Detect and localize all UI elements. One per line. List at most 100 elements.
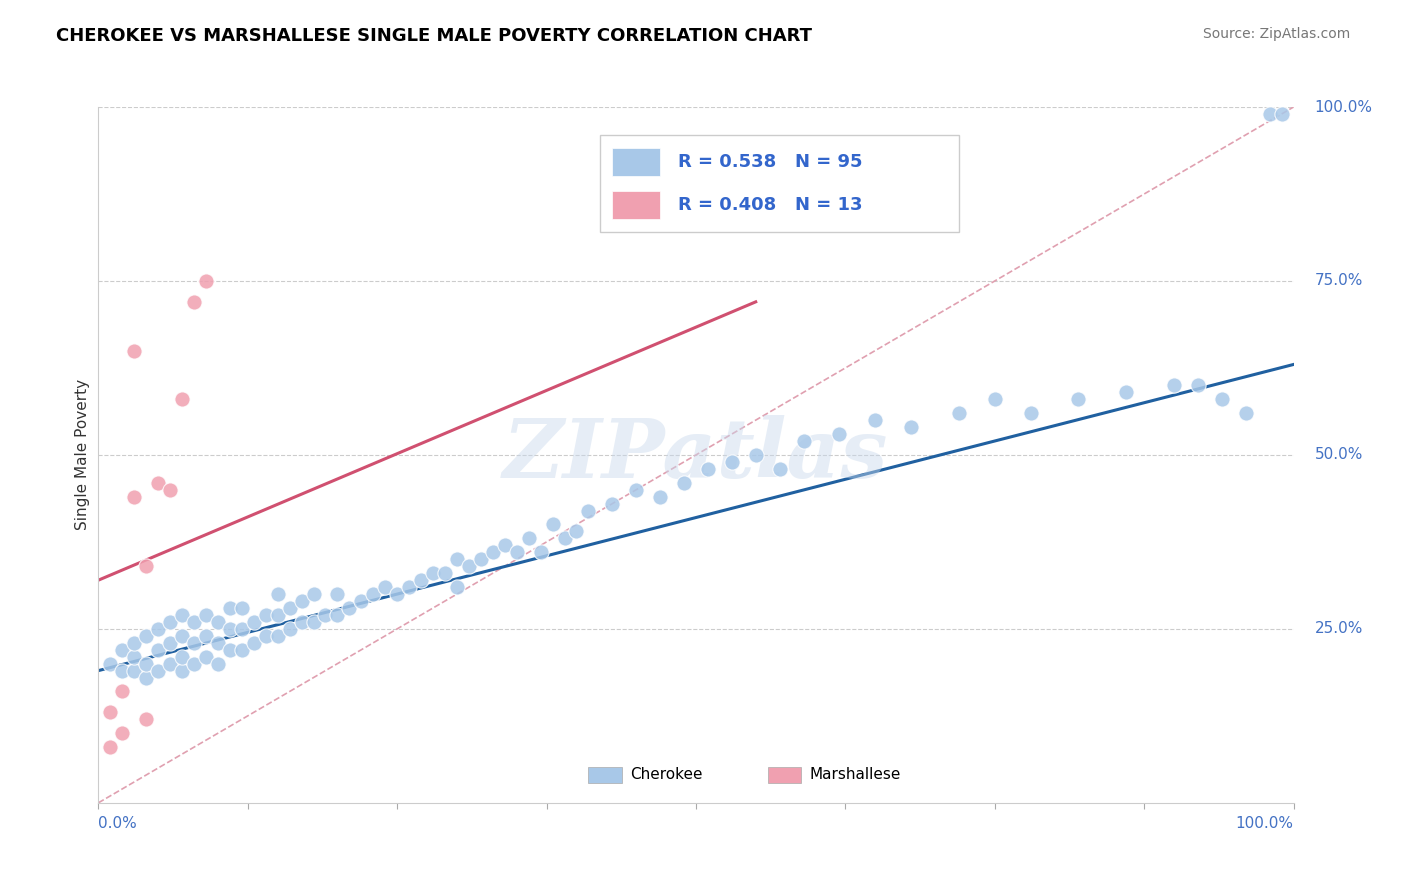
Point [219,622,242,636]
Text: CHEROKEE VS MARSHALLESE SINGLE MALE POVERTY CORRELATION CHART: CHEROKEE VS MARSHALLESE SINGLE MALE POVE… [56,27,813,45]
Point [900,420,922,434]
Point [302,587,325,601]
Text: 100.0%: 100.0% [1236,816,1294,831]
Point [745,448,768,462]
Point [207,657,229,671]
Point [948,406,970,420]
Point [541,517,564,532]
Point [194,607,217,622]
FancyBboxPatch shape [600,135,959,232]
Point [207,615,229,629]
Point [1067,392,1090,407]
Point [337,601,360,615]
Point [111,642,134,657]
Point [243,615,266,629]
Point [363,587,385,601]
Text: Source: ZipAtlas.com: Source: ZipAtlas.com [1202,27,1350,41]
Point [1234,406,1257,420]
FancyBboxPatch shape [612,191,661,219]
Text: Marshallese: Marshallese [810,767,901,782]
Point [481,545,505,559]
Point [350,594,373,608]
Text: 0.0%: 0.0% [98,816,138,831]
Point [172,664,194,678]
Point [863,413,886,427]
Point [326,607,349,622]
Point [219,601,242,615]
Point [422,566,444,581]
Point [529,545,551,559]
Text: 50.0%: 50.0% [1315,448,1362,462]
FancyBboxPatch shape [588,766,621,783]
Text: ZIPatlas: ZIPatlas [503,415,889,495]
Text: R = 0.408   N = 13: R = 0.408 N = 13 [678,196,862,214]
Point [648,490,672,504]
Point [124,664,146,678]
Point [194,629,217,643]
Point [411,573,433,587]
Point [172,392,194,407]
Point [433,566,456,581]
Point [172,629,194,643]
Point [135,559,157,574]
Point [111,684,134,698]
Point [98,740,122,755]
Point [554,532,576,546]
Point [243,636,266,650]
Point [290,615,312,629]
Point [207,636,229,650]
Point [398,580,420,594]
Point [374,580,396,594]
Text: 100.0%: 100.0% [1315,100,1372,114]
Point [98,706,122,720]
Point [159,483,181,497]
Point [768,462,790,476]
Point [183,636,205,650]
Point [673,475,696,490]
Point [159,636,181,650]
Text: Cherokee: Cherokee [630,767,703,782]
Point [267,587,290,601]
Point [194,274,217,288]
Point [315,607,337,622]
Point [172,607,194,622]
Point [135,657,157,671]
Point [302,615,325,629]
Point [159,657,181,671]
Point [254,607,277,622]
Point [721,455,744,469]
Point [254,629,277,643]
Point [267,629,290,643]
Point [278,601,301,615]
Point [135,671,157,685]
Point [111,726,134,740]
Point [290,594,312,608]
Point [124,636,146,650]
Point [124,490,146,504]
Y-axis label: Single Male Poverty: Single Male Poverty [75,379,90,531]
Point [1211,392,1233,407]
Point [458,559,481,574]
Point [517,532,540,546]
Point [793,434,815,448]
Point [983,392,1005,407]
Point [231,622,253,636]
Point [697,462,720,476]
Point [1115,385,1137,400]
Point [1019,406,1042,420]
Point [124,343,146,358]
Point [148,475,170,490]
Point [565,524,588,539]
Point [828,427,851,442]
Point [1258,107,1281,121]
Point [183,615,205,629]
Point [231,601,253,615]
Point [111,664,134,678]
Point [231,642,253,657]
Text: 75.0%: 75.0% [1315,274,1362,288]
Point [446,552,468,566]
Point [148,622,170,636]
Text: 25.0%: 25.0% [1315,622,1362,636]
Text: R = 0.538   N = 95: R = 0.538 N = 95 [678,153,862,171]
Point [576,503,599,517]
